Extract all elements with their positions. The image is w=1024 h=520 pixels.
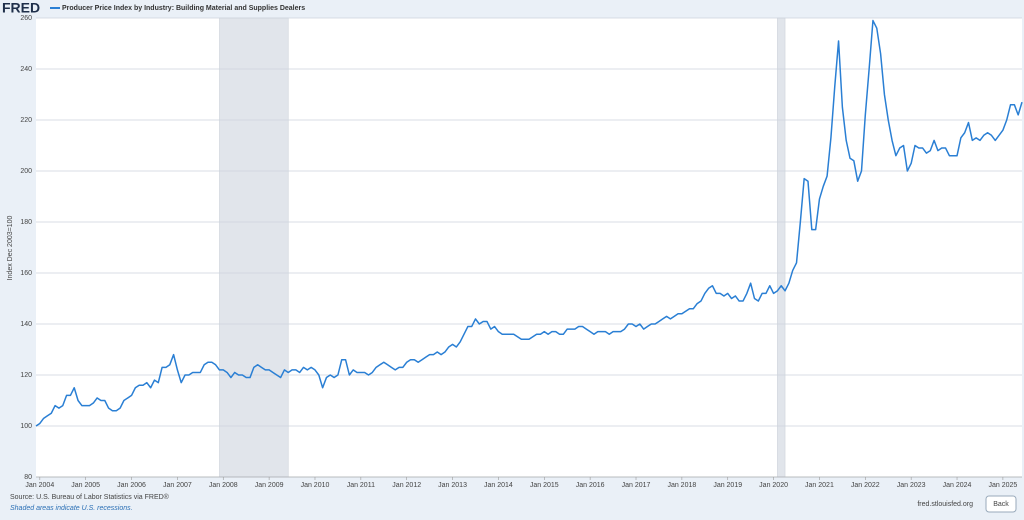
site: fred.stlouisfed.org (917, 501, 973, 508)
x-tick-label: Jan 2025 (988, 482, 1017, 489)
y-tick-label: 180 (20, 219, 32, 226)
x-tick-label: Jan 2005 (71, 482, 100, 489)
x-tick-label: Jan 2016 (576, 482, 605, 489)
x-tick-label: Jan 2018 (667, 482, 696, 489)
y-tick-label: 140 (20, 321, 32, 328)
data-line (35, 19, 1023, 427)
source: Source: U.S. Bureau of Labor Statistics … (10, 493, 170, 501)
x-tick-label: Jan 2010 (301, 482, 330, 489)
y-tick-label: 160 (20, 270, 32, 277)
x-tick-label: Jan 2009 (255, 482, 284, 489)
x-tick-label: Jan 2023 (897, 482, 926, 489)
x-tick-label: Jan 2004 (25, 482, 54, 489)
legend-label: Producer Price Index by Industry: Buildi… (62, 5, 305, 12)
x-tick-label: Jan 2012 (392, 482, 421, 489)
x-tick-label: Jan 2008 (209, 482, 238, 489)
y-tick-label: 240 (20, 66, 32, 73)
y-tick-label: 260 (20, 15, 32, 22)
x-tick-label: Jan 2011 (347, 482, 375, 489)
y-tick-label: 100 (20, 423, 32, 430)
logo: FRED (2, 0, 40, 16)
recession-band (777, 17, 786, 478)
recession-band (219, 17, 289, 478)
x-tick-label: Jan 2014 (484, 482, 513, 489)
y-tick-label: 200 (20, 168, 32, 175)
x-tick-label: Jan 2013 (438, 482, 467, 489)
x-tick-label: Jan 2020 (759, 482, 788, 489)
y-tick-label: 220 (20, 117, 32, 124)
y-tick-label: 80 (24, 474, 32, 481)
x-tick-label: Jan 2017 (622, 482, 651, 489)
x-tick-label: Jan 2007 (163, 482, 192, 489)
x-tick-label: Jan 2019 (713, 482, 742, 489)
x-tick-label: Jan 2015 (530, 482, 559, 489)
back-button[interactable] (985, 495, 1017, 513)
x-tick-label: Jan 2024 (943, 482, 972, 489)
y-axis-label: Index Dec 2003=100 (7, 215, 14, 280)
y-tick-label: 120 (20, 372, 32, 379)
back-button-label[interactable]: Back (993, 501, 1009, 508)
x-tick-label: Jan 2022 (851, 482, 880, 489)
note: Shaded areas indicate U.S. recessions. (10, 505, 133, 512)
x-tick-label: Jan 2006 (117, 482, 146, 489)
plot-area (36, 18, 1022, 477)
x-tick-label: Jan 2021 (805, 482, 834, 489)
